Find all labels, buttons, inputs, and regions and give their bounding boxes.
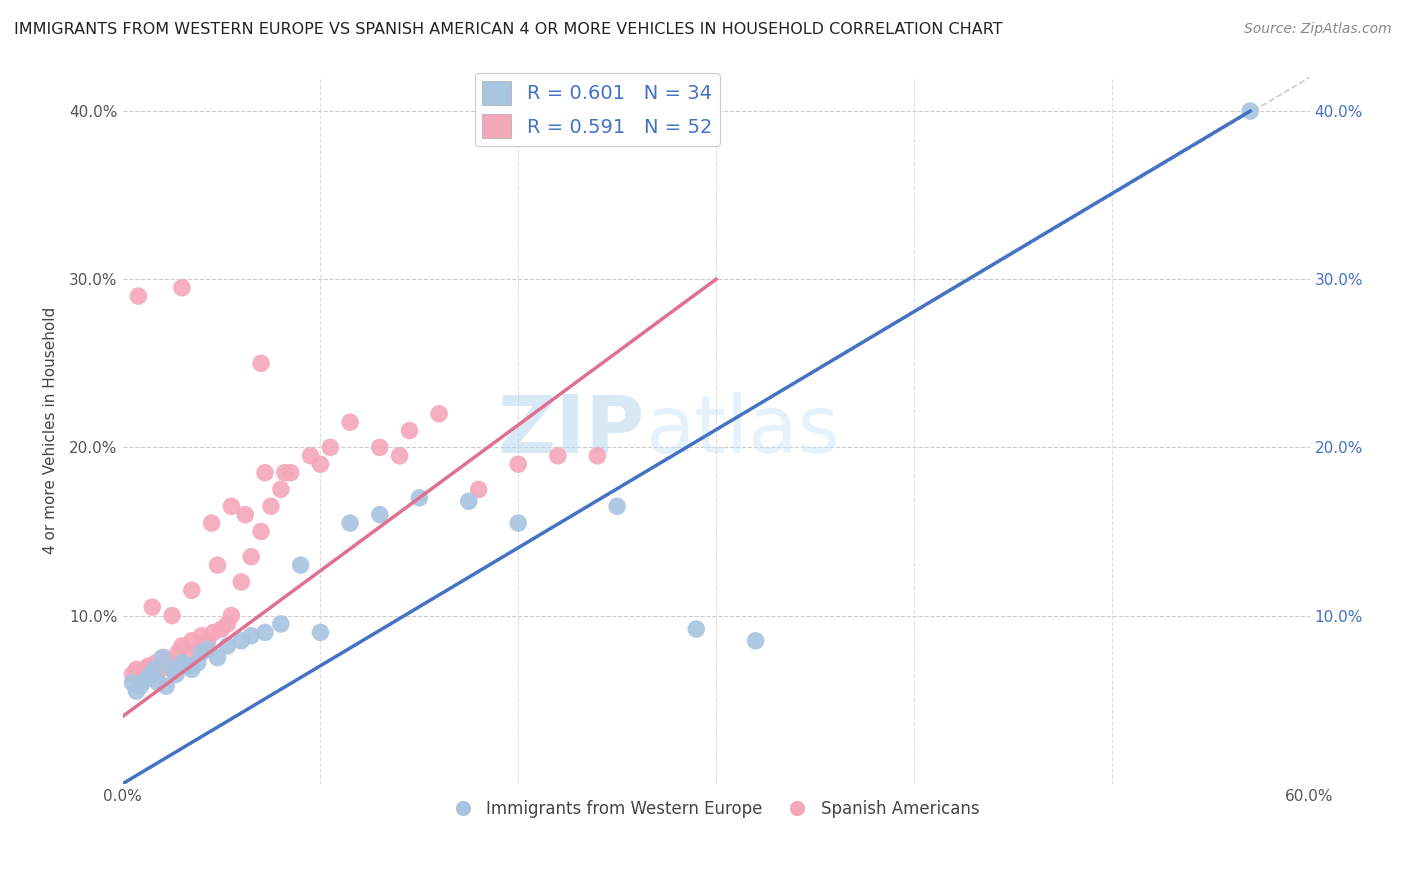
- Point: [290, 558, 312, 573]
- Point: [153, 650, 176, 665]
- Point: [388, 449, 411, 463]
- Point: [134, 662, 156, 676]
- Point: [253, 625, 276, 640]
- Point: [141, 600, 163, 615]
- Point: [250, 524, 273, 539]
- Point: [270, 617, 292, 632]
- Point: [221, 500, 243, 514]
- Point: [253, 466, 276, 480]
- Text: atlas: atlas: [645, 392, 839, 469]
- Point: [150, 650, 173, 665]
- Point: [202, 625, 225, 640]
- Point: [141, 667, 163, 681]
- Point: [170, 639, 193, 653]
- Point: [160, 608, 183, 623]
- Point: [299, 449, 322, 463]
- Point: [121, 667, 143, 681]
- Point: [319, 441, 342, 455]
- Point: [157, 659, 180, 673]
- Text: Source: ZipAtlas.com: Source: ZipAtlas.com: [1244, 22, 1392, 37]
- Point: [467, 483, 489, 497]
- Point: [190, 629, 212, 643]
- Point: [217, 617, 239, 632]
- Point: [180, 662, 202, 676]
- Text: IMMIGRANTS FROM WESTERN EUROPE VS SPANISH AMERICAN 4 OR MORE VEHICLES IN HOUSEHO: IMMIGRANTS FROM WESTERN EUROPE VS SPANIS…: [14, 22, 1002, 37]
- Y-axis label: 4 or more Vehicles in Household: 4 or more Vehicles in Household: [44, 307, 58, 554]
- Point: [231, 633, 253, 648]
- Point: [149, 662, 172, 676]
- Point: [207, 650, 229, 665]
- Point: [201, 516, 224, 530]
- Point: [339, 415, 361, 429]
- Point: [398, 424, 420, 438]
- Point: [143, 662, 166, 676]
- Point: [155, 679, 177, 693]
- Point: [160, 662, 183, 676]
- Point: [187, 656, 209, 670]
- Point: [135, 673, 157, 687]
- Point: [180, 583, 202, 598]
- Point: [207, 558, 229, 573]
- Point: [125, 684, 148, 698]
- Point: [180, 633, 202, 648]
- Point: [170, 656, 193, 670]
- Point: [145, 656, 167, 670]
- Point: [221, 608, 243, 623]
- Point: [231, 574, 253, 589]
- Point: [121, 676, 143, 690]
- Point: [280, 466, 302, 480]
- Point: [240, 629, 263, 643]
- Point: [260, 500, 283, 514]
- Point: [368, 441, 391, 455]
- Point: [187, 642, 209, 657]
- Point: [270, 483, 292, 497]
- Point: [547, 449, 569, 463]
- Point: [197, 642, 219, 657]
- Point: [274, 466, 297, 480]
- Point: [129, 679, 152, 693]
- Point: [125, 662, 148, 676]
- Point: [309, 625, 332, 640]
- Point: [148, 676, 170, 690]
- Point: [368, 508, 391, 522]
- Point: [136, 659, 159, 673]
- Point: [339, 516, 361, 530]
- Point: [508, 457, 530, 471]
- Point: [177, 659, 200, 673]
- Text: ZIP: ZIP: [498, 392, 645, 469]
- Point: [211, 622, 233, 636]
- Point: [586, 449, 609, 463]
- Point: [1239, 104, 1261, 119]
- Point: [685, 622, 707, 636]
- Point: [744, 633, 766, 648]
- Point: [127, 289, 149, 303]
- Point: [250, 356, 273, 370]
- Point: [139, 667, 162, 681]
- Point: [240, 549, 263, 564]
- Point: [190, 646, 212, 660]
- Point: [160, 656, 183, 670]
- Point: [408, 491, 430, 505]
- Point: [197, 633, 219, 648]
- Point: [174, 650, 197, 665]
- Point: [129, 673, 152, 687]
- Point: [233, 508, 256, 522]
- Point: [508, 516, 530, 530]
- Point: [170, 280, 193, 294]
- Point: [167, 646, 190, 660]
- Point: [165, 667, 187, 681]
- Point: [457, 494, 479, 508]
- Point: [606, 500, 628, 514]
- Point: [427, 407, 450, 421]
- Point: [217, 639, 239, 653]
- Point: [309, 457, 332, 471]
- Legend: Immigrants from Western Europe, Spanish Americans: Immigrants from Western Europe, Spanish …: [446, 794, 986, 825]
